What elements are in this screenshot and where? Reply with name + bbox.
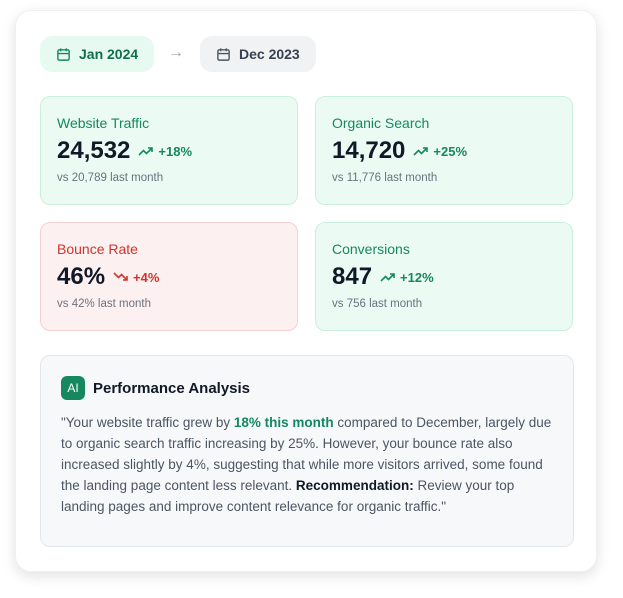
current-period-button[interactable]: Jan 2024 <box>40 36 155 72</box>
metric-label: Website Traffic <box>57 115 150 131</box>
trending-up-icon <box>138 147 154 156</box>
metric-website-traffic: Website Traffic 24,532 +18% vs 20,789 la… <box>40 96 298 205</box>
metric-comparison: vs 11,776 last month <box>332 172 438 184</box>
arrow-right-icon: → <box>168 44 184 61</box>
metric-change: +4% <box>133 269 160 285</box>
performance-analysis-panel: AI Performance Analysis "Your website tr… <box>40 355 574 547</box>
metric-label: Conversions <box>332 241 410 257</box>
previous-period-label: Dec 2023 <box>239 46 300 62</box>
current-period-label: Jan 2024 <box>79 46 139 62</box>
metric-comparison: vs 42% last month <box>57 298 151 310</box>
metric-value: 14,720 <box>332 137 406 164</box>
calendar-icon <box>217 47 230 61</box>
metric-change: +25% <box>433 143 468 159</box>
analytics-card: Jan 2024 → Dec 2023 Website Traffic 24,5… <box>15 10 597 572</box>
metric-change: +18% <box>158 143 193 159</box>
analysis-text-part: Review your top landing pages and improv… <box>61 478 515 514</box>
analysis-title: Performance Analysis <box>93 379 251 397</box>
trending-up-icon <box>413 147 429 156</box>
recommendation-label: Recommendation: <box>295 478 414 493</box>
previous-period-button[interactable]: Dec 2023 <box>200 36 316 72</box>
ai-badge-icon: AI <box>61 376 85 400</box>
metric-label: Organic Search <box>332 115 430 131</box>
analysis-text-part: compared to December, largely due to org… <box>61 415 552 493</box>
trending-up-icon <box>380 273 395 282</box>
metric-comparison: vs 20,789 last month <box>57 172 164 184</box>
metric-label: Bounce Rate <box>57 241 138 257</box>
analysis-highlight: 18% this month <box>233 415 334 430</box>
metric-conversions: Conversions 847 +12% vs 756 last month <box>315 222 573 331</box>
metric-organic-search: Organic Search 14,720 +25% vs 11,776 las… <box>315 96 573 205</box>
calendar-icon <box>57 47 70 61</box>
metric-change: +12% <box>400 269 434 285</box>
metric-value: 46% <box>57 263 106 290</box>
analysis-text: "Your website traffic grew by 18% this m… <box>61 412 553 517</box>
metric-bounce-rate: Bounce Rate 46% +4% vs 42% last month <box>40 222 298 331</box>
analysis-text-part: "Your website traffic grew by <box>61 415 234 430</box>
trending-down-icon <box>113 272 128 281</box>
metric-comparison: vs 756 last month <box>332 298 423 310</box>
metric-value: 847 <box>332 263 373 290</box>
metric-value: 24,532 <box>57 137 131 164</box>
